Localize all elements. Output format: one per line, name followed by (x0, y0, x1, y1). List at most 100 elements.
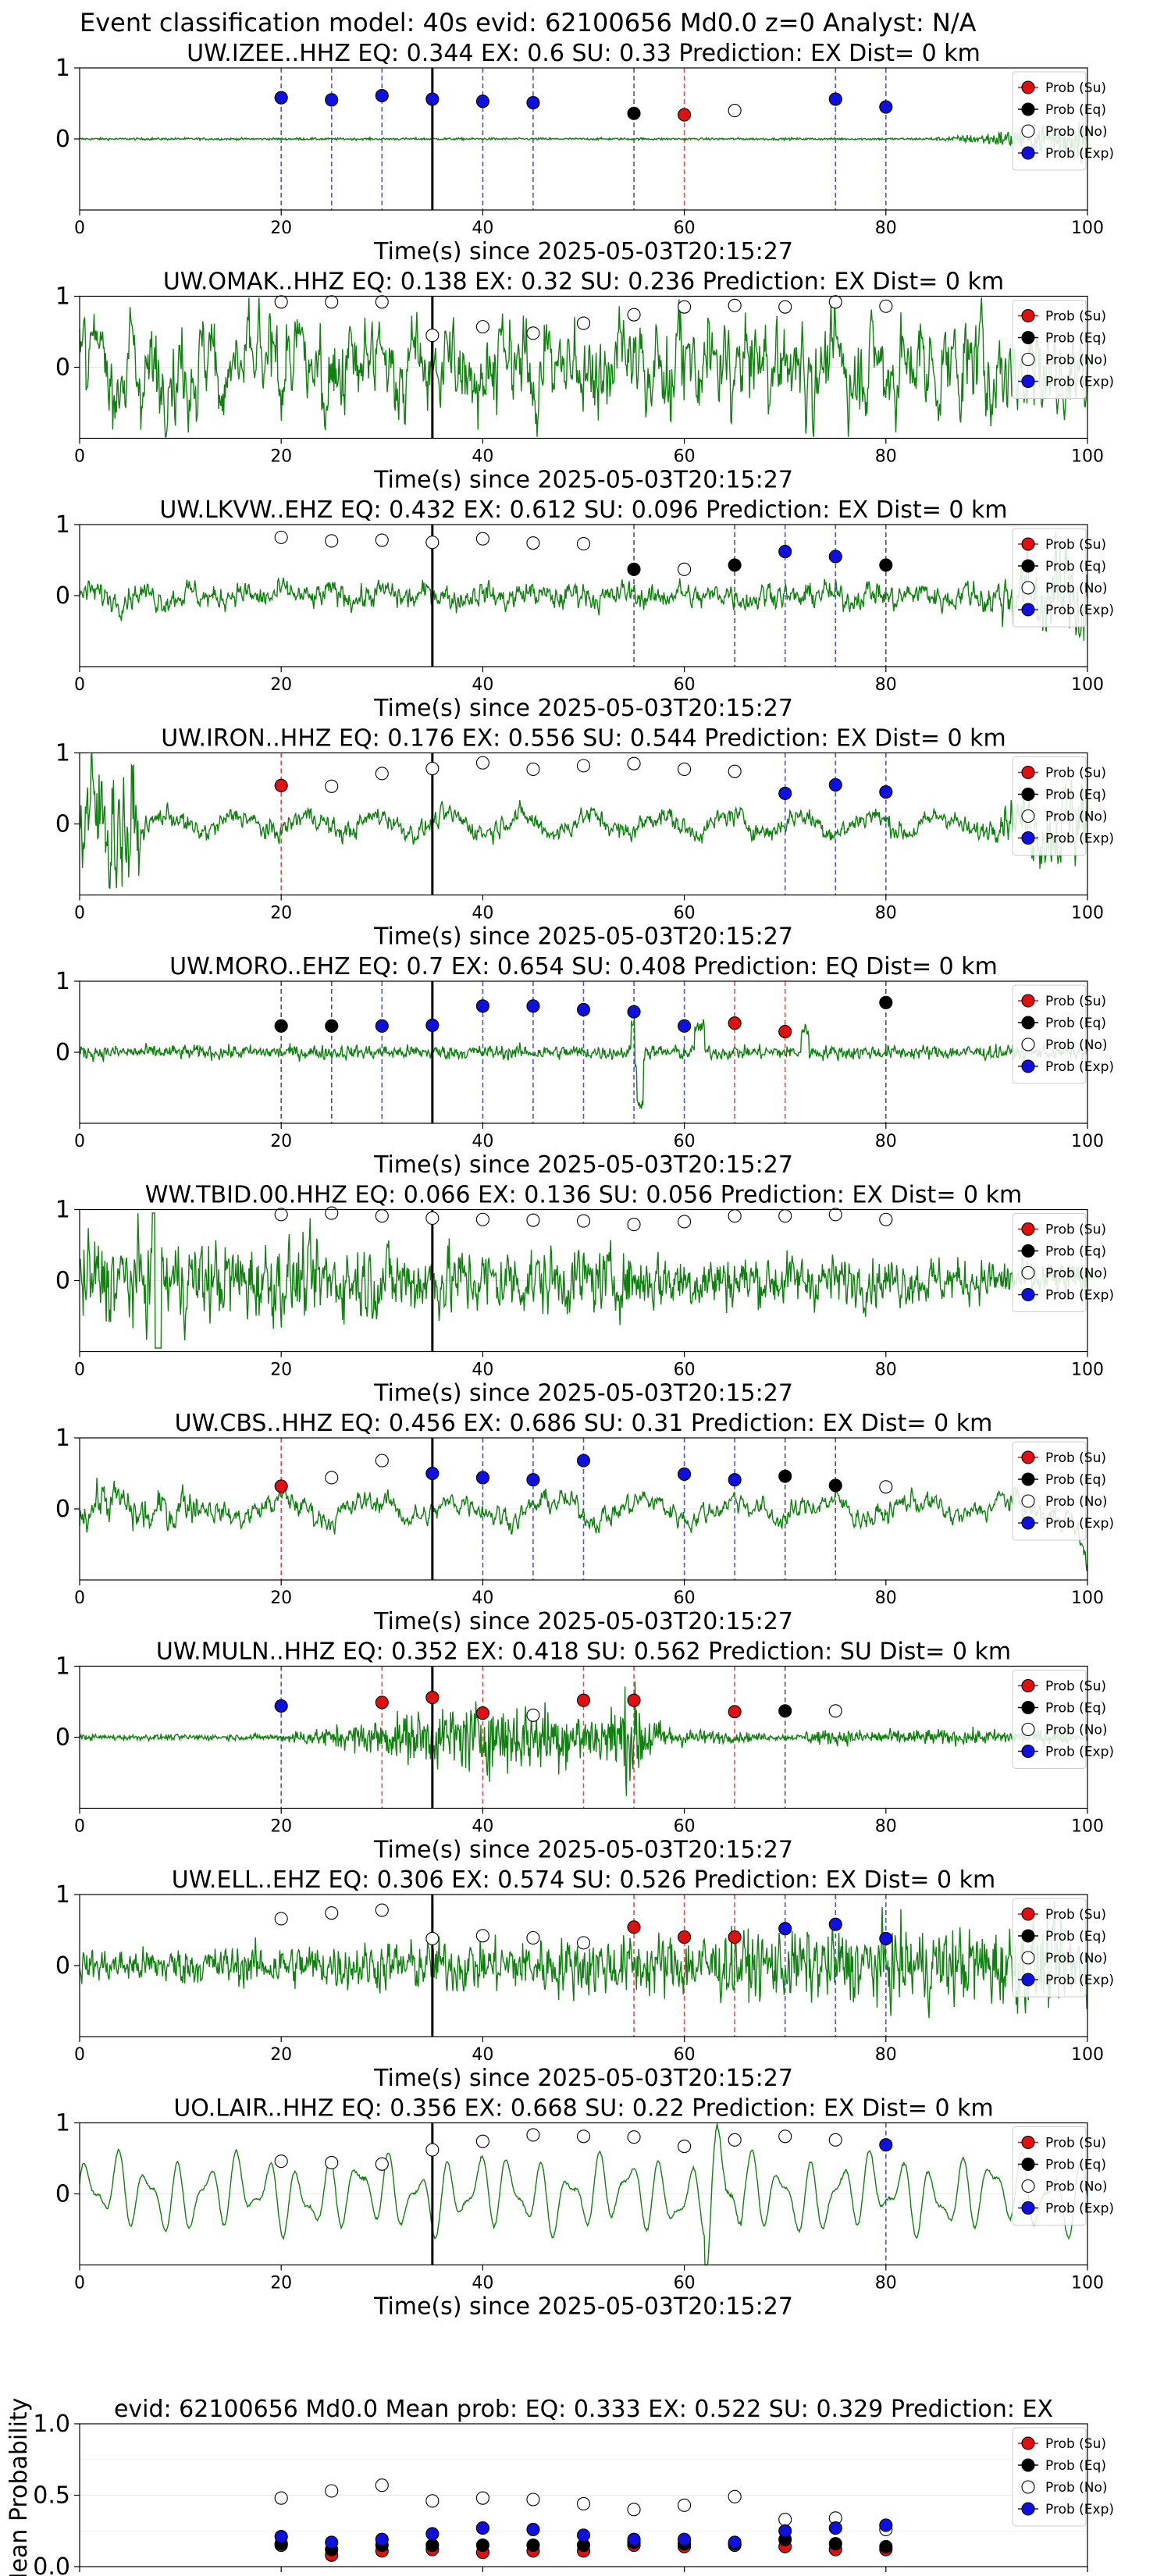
legend-label: Prob (Su) (1045, 309, 1106, 325)
mean-prob-point-exp (778, 2524, 792, 2538)
legend-label: Prob (Eq) (1045, 788, 1106, 803)
x-tick-label: 60 (674, 2045, 696, 2065)
x-tick-label: 40 (472, 219, 493, 238)
prob-point-no (678, 1215, 692, 1229)
legend-marker-no (1021, 809, 1035, 824)
legend-label: Prob (No) (1045, 1723, 1108, 1738)
x-tick-label: 80 (875, 1132, 897, 1151)
prob-point-no (425, 1211, 440, 1225)
prob-point-no (879, 299, 893, 313)
seismic-waveform (79, 297, 1088, 438)
prob-point-no (425, 328, 440, 343)
x-tick-label: 40 (472, 1361, 493, 1380)
legend-marker-exp (1021, 1744, 1035, 1759)
y-tick-label: 0 (55, 1496, 70, 1523)
mean-prob-point-eq (526, 2539, 540, 2553)
legend-box (1012, 1898, 1087, 1998)
panel-title: UW.CBS..HHZ EQ: 0.456 EX: 0.686 SU: 0.31… (175, 1410, 993, 1437)
legend: Prob (Su) Prob (Eq) Prob (No) Prob (Exp) (1012, 300, 1114, 399)
prob-point-no (576, 1936, 591, 1950)
legend-label: Prob (Eq) (1045, 1472, 1106, 1488)
legend-label: Prob (Eq) (1045, 1016, 1106, 1031)
prob-point-exp (828, 92, 842, 106)
prob-point-no (375, 1453, 389, 1468)
x-axis-label: Time(s) since 2025-05-03T20:15:27 (373, 238, 793, 265)
mean-prob-point-exp (828, 2521, 842, 2535)
prob-point-no (325, 2155, 339, 2170)
x-axis-label: Time(s) since 2025-05-03T20:15:27 (373, 1380, 793, 1407)
legend-label: Prob (Eq) (1045, 2458, 1106, 2474)
legend: Prob (Su) Prob (Eq) Prob (No) Prob (Exp) (1012, 528, 1114, 628)
x-tick-label: 0 (74, 1361, 85, 1380)
prob-point-exp (678, 1467, 692, 1481)
legend-label: Prob (No) (1045, 124, 1108, 140)
prob-point-no (828, 295, 842, 309)
prob-point-no (375, 767, 389, 781)
x-tick-label: 80 (875, 904, 897, 923)
prob-point-no (576, 759, 591, 773)
prob-point-su (678, 1930, 692, 1944)
y-tick-label: 0 (55, 582, 70, 610)
prob-point-su (576, 1693, 591, 1707)
legend-marker-eq (1021, 2458, 1035, 2472)
panel-title: UW.MORO..EHZ EQ: 0.7 EX: 0.654 SU: 0.408… (169, 953, 998, 980)
x-tick-label: 80 (875, 1361, 897, 1380)
prob-point-no (576, 316, 591, 330)
mean-prob-point-exp (678, 2532, 692, 2546)
prob-point-no (425, 1931, 440, 1945)
mean-prob-point-exp (375, 2532, 389, 2546)
prob-point-no (576, 1214, 591, 1228)
legend-label: Prob (Eq) (1045, 1244, 1106, 1260)
mean-prob-point-no (274, 2491, 288, 2505)
panel-mean-probability: 0.00.51.0020406080100evid: 62100656 Md0.… (5, 2396, 1114, 2576)
panel-title: UO.LAIR..HHZ EQ: 0.356 EX: 0.668 SU: 0.2… (173, 2095, 993, 2122)
prob-point-exp (728, 1473, 742, 1487)
x-tick-label: 100 (1071, 1132, 1104, 1151)
y-tick-label: 1 (55, 1425, 70, 1452)
prob-point-no (526, 1213, 540, 1227)
x-tick-label: 80 (875, 2274, 897, 2293)
legend: Prob (Su) Prob (Eq) Prob (No) Prob (Exp) (1012, 1213, 1114, 1312)
x-tick-label: 100 (1071, 904, 1104, 923)
legend-marker-su (1021, 537, 1035, 551)
prob-point-no (678, 562, 692, 576)
prob-point-no (728, 764, 742, 778)
legend-marker-su (1021, 2135, 1035, 2150)
x-axis-label: Time(s) since 2025-05-03T20:15:27 (373, 1837, 793, 1864)
prob-point-no (678, 300, 692, 314)
legend-label: Prob (Su) (1045, 2436, 1106, 2452)
legend-marker-eq (1021, 1472, 1035, 1486)
prob-point-no (526, 1708, 540, 1722)
legend-marker-eq (1021, 330, 1035, 345)
prob-point-exp (274, 91, 288, 105)
mean-prob-point-no (425, 2494, 440, 2508)
x-tick-label: 0 (74, 1589, 85, 1608)
prob-point-exp (425, 92, 440, 106)
prob-point-no (475, 320, 489, 334)
legend-label: Prob (No) (1045, 2179, 1108, 2195)
legend-marker-su (1021, 765, 1035, 780)
x-tick-label: 40 (472, 447, 493, 467)
prob-point-no (375, 2157, 389, 2171)
x-tick-label: 40 (472, 1132, 493, 1151)
x-axis-label: Time(s) since 2025-05-03T20:15:27 (373, 923, 793, 951)
mean-prob-point-no (576, 2496, 591, 2511)
y-tick-label: 0 (55, 811, 70, 838)
prob-point-no (728, 2133, 742, 2147)
x-tick-label: 20 (270, 675, 292, 695)
x-tick-label: 60 (674, 219, 696, 238)
legend-marker-eq (1021, 1929, 1035, 1943)
x-tick-label: 20 (270, 1817, 292, 1837)
prob-point-no (526, 762, 540, 776)
legend-label: Prob (Exp) (1045, 831, 1114, 847)
mean-prob-point-eq (828, 2537, 842, 2551)
y-tick-label: 1 (55, 968, 70, 995)
legend-label: Prob (Exp) (1045, 146, 1114, 162)
prob-point-exp (778, 1922, 792, 1936)
legend-marker-eq (1021, 787, 1035, 802)
x-tick-label: 60 (674, 1817, 696, 1837)
prob-point-no (728, 298, 742, 312)
